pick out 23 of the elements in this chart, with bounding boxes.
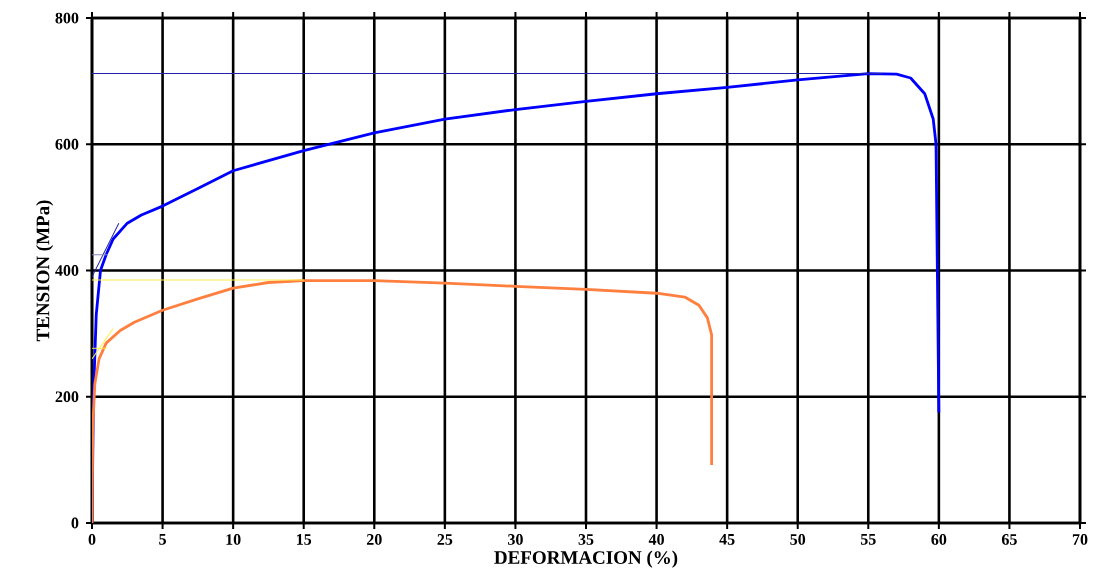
x-tick-label: 55 [860, 534, 876, 545]
y-axis-title: TENSION (MPa) [35, 200, 54, 342]
x-tick-label: 45 [719, 534, 735, 545]
x-tick-label: 0 [88, 534, 96, 545]
x-tick-label: 40 [648, 534, 664, 545]
line-series [92, 279, 714, 523]
x-tick-label: 5 [159, 534, 166, 545]
x-tick-label: 20 [366, 534, 382, 545]
x-tick-label: 65 [1001, 534, 1017, 545]
x-tick-label: 15 [297, 534, 312, 545]
x-tick-label: 10 [226, 534, 241, 545]
y-tick-label: 800 [55, 12, 79, 24]
x-tick-label: 70 [1072, 534, 1088, 545]
x-axis-title: DEFORMACION (%) [494, 550, 678, 568]
y-tick-label: 0 [71, 517, 79, 529]
x-tick-label: 30 [508, 534, 523, 545]
x-tick-label: 60 [931, 534, 947, 545]
y-tick-label: 200 [55, 391, 79, 403]
x-tick-label: 25 [437, 534, 453, 545]
x-tick-label: 35 [578, 534, 594, 545]
y-tick-label: 600 [55, 138, 79, 150]
y-tick-label: 400 [55, 265, 79, 276]
x-tick-label: 50 [790, 534, 806, 545]
